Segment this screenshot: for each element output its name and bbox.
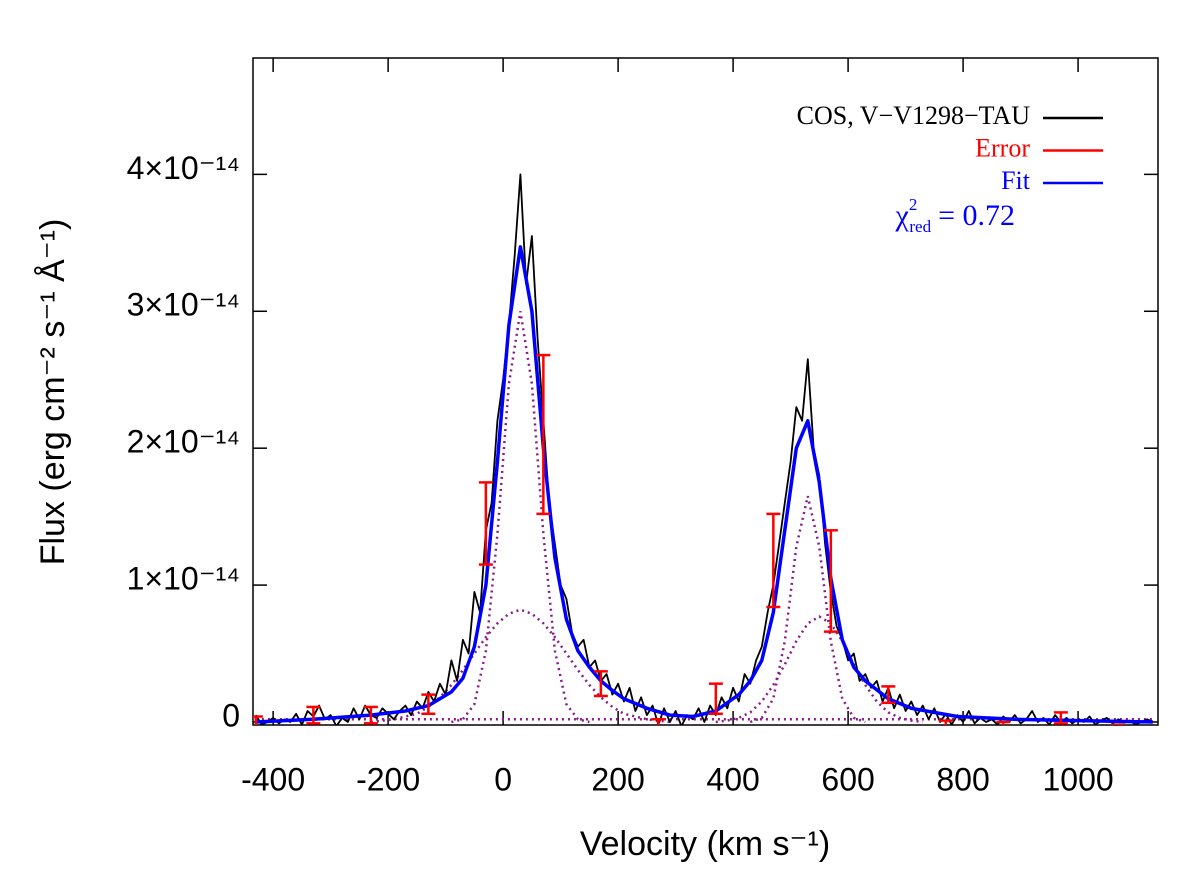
error-bar bbox=[938, 719, 953, 725]
y-tick-label: 3×10⁻¹⁴ bbox=[127, 287, 240, 323]
error-bar bbox=[593, 670, 608, 698]
x-tick-label: -400 bbox=[241, 761, 305, 797]
component-line bbox=[451, 311, 590, 724]
annotation-symbol: χ bbox=[895, 199, 910, 232]
x-tick-label: 400 bbox=[706, 761, 759, 797]
spectrum-line bbox=[255, 173, 1154, 725]
annotation-sup: 2 bbox=[909, 195, 918, 214]
x-tick-label: 200 bbox=[591, 761, 644, 797]
error-bar bbox=[823, 529, 838, 633]
fit-line bbox=[255, 245, 1153, 724]
annotation-text: = 0.72 bbox=[938, 199, 1015, 232]
error-bar bbox=[881, 685, 896, 705]
error-bar bbox=[306, 705, 321, 725]
x-tick-label: -200 bbox=[356, 761, 420, 797]
legend-label: COS, V−V1298−TAU bbox=[797, 101, 1031, 130]
legend-label: Fit bbox=[1001, 166, 1031, 195]
error-bar bbox=[996, 720, 1011, 725]
x-tick-label: 0 bbox=[494, 761, 512, 797]
x-tick-label: 1000 bbox=[1042, 761, 1113, 797]
error-bar bbox=[478, 481, 493, 566]
error-bar bbox=[421, 693, 436, 716]
y-tick-label: 4×10⁻¹⁴ bbox=[127, 150, 240, 186]
error-bar bbox=[651, 718, 666, 725]
annotation: χ2 red = 0.72 bbox=[895, 195, 1015, 236]
x-tick-label: 800 bbox=[936, 761, 989, 797]
y-tick-label: 1×10⁻¹⁴ bbox=[127, 561, 240, 597]
x-axis-label: Velocity (km s⁻¹) bbox=[580, 825, 830, 863]
error-bar bbox=[1111, 723, 1126, 725]
error-bar bbox=[708, 682, 723, 716]
error-bar bbox=[363, 705, 378, 725]
y-tick-label: 0 bbox=[222, 697, 240, 733]
component-line bbox=[715, 615, 923, 724]
error-bar bbox=[1053, 711, 1068, 725]
legend-label: Error bbox=[975, 133, 1030, 162]
error-bar bbox=[536, 353, 551, 516]
y-axis-label: Flux (erg cm⁻² s⁻¹ Å⁻¹) bbox=[34, 219, 72, 566]
annotation-sub: red bbox=[909, 217, 931, 236]
plot-frame bbox=[252, 57, 1159, 726]
component-line bbox=[749, 495, 866, 724]
error-bar bbox=[766, 512, 781, 609]
x-tick-label: 600 bbox=[821, 761, 874, 797]
y-tick-label: 2×10⁻¹⁴ bbox=[127, 424, 240, 460]
error-bar bbox=[253, 715, 263, 725]
